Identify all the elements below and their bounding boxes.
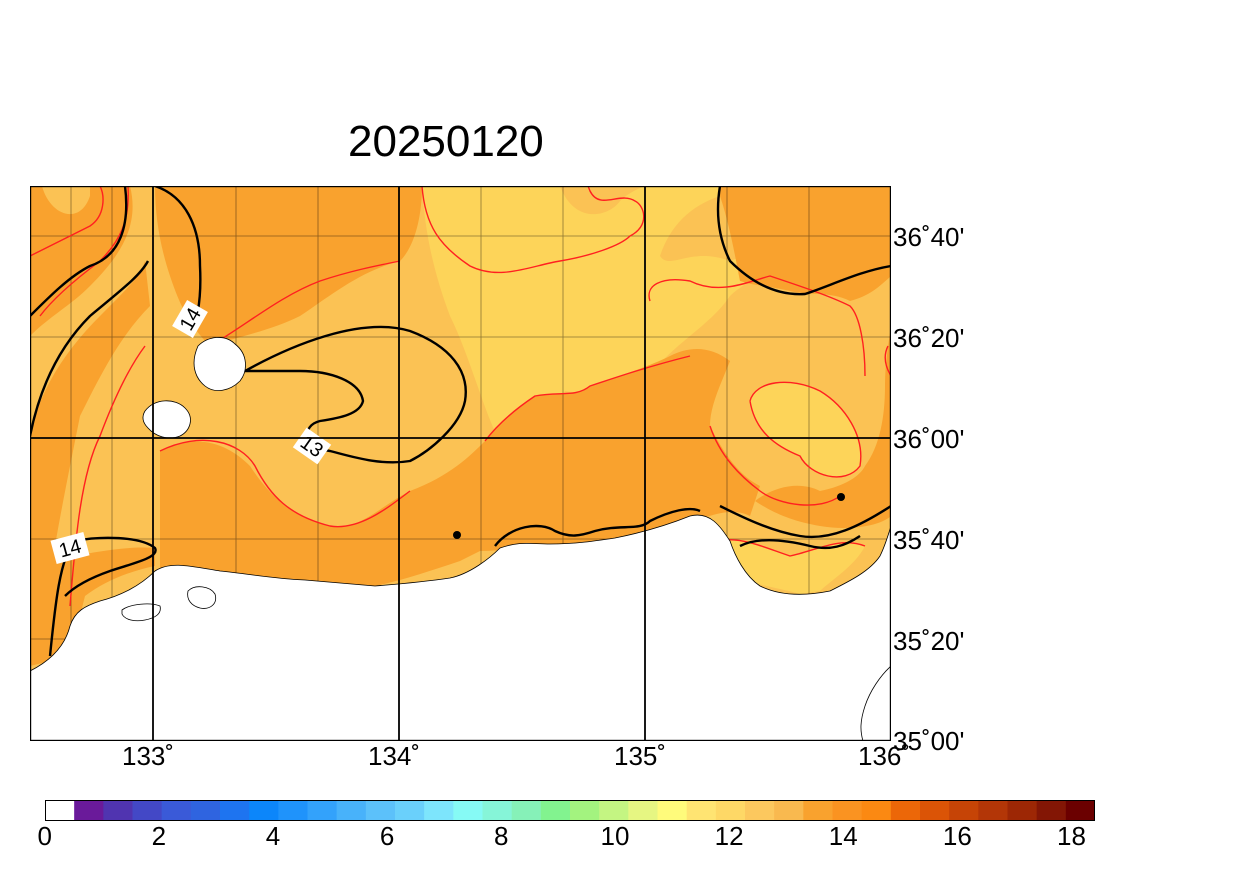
colorbar-cell xyxy=(599,800,629,821)
colorbar-cell xyxy=(1007,800,1038,821)
colorbar-cell xyxy=(74,800,104,821)
sea-band-14-15-east xyxy=(755,326,891,528)
colorbar-cell xyxy=(220,800,250,821)
sst-map: 14 13 14 xyxy=(30,186,891,741)
minor-contours xyxy=(30,186,891,607)
colorbar-cell xyxy=(978,800,1008,821)
colorbar-tick-label: 0 xyxy=(37,821,52,851)
colorbar-cell xyxy=(278,800,308,821)
colorbar-cell xyxy=(570,800,600,821)
sea-band-12-13-east xyxy=(750,382,861,477)
colorbar-cell xyxy=(832,800,863,821)
colorbar-cell xyxy=(424,800,454,821)
colorbar-cell xyxy=(803,800,833,821)
colorbar-cell xyxy=(890,800,921,821)
oki-island-dozen xyxy=(142,400,191,439)
colorbar-cell xyxy=(307,800,338,821)
lake-shinji xyxy=(121,603,161,622)
lon-label-133: 133˚ xyxy=(122,741,175,771)
colorbar-cell xyxy=(453,800,483,821)
oki-island-dogo xyxy=(193,337,246,391)
colorbar-tick-label: 12 xyxy=(714,821,744,851)
colorbar-cell xyxy=(949,800,979,821)
lat-label-36-20: 36˚20' xyxy=(893,323,965,353)
colorbar-cell xyxy=(336,800,367,821)
coast-east-inlet xyxy=(860,665,891,741)
colorbar-tick-label: 8 xyxy=(493,821,509,851)
lat-label-35-00: 35˚00' xyxy=(893,726,965,756)
colorbar-tick-label: 4 xyxy=(265,821,281,851)
major-contours xyxy=(30,186,891,657)
lon-label-136: 136˚ xyxy=(858,741,911,771)
lat-label-36-40: 36˚40' xyxy=(893,222,965,252)
sea-band-14-15-westcoast xyxy=(30,261,155,666)
map-canvas: 14 13 14 xyxy=(30,186,891,741)
colorbar-cell xyxy=(686,800,717,821)
lon-label-134: 134˚ xyxy=(368,741,421,771)
colorbar-cell xyxy=(774,800,804,821)
colorbar-cell xyxy=(103,800,133,821)
colorbar-tick-label: 16 xyxy=(942,821,972,851)
colorbar-tick-label: 2 xyxy=(151,821,167,851)
colorbar-cell xyxy=(395,800,425,821)
colorbar-cell xyxy=(190,800,221,821)
sea-band-14-15-central xyxy=(160,349,760,586)
sea-band-14-15-north xyxy=(155,186,422,346)
lat-label-35-40: 35˚40' xyxy=(893,525,965,555)
sea-band-14-15-northeast xyxy=(720,186,891,301)
grid-lines-major xyxy=(30,186,891,741)
colorbar-cell xyxy=(1065,800,1095,821)
station-dot-west xyxy=(453,531,461,539)
land-honshu-west xyxy=(30,514,891,741)
colorbar-cell xyxy=(365,800,396,821)
colorbar-cell xyxy=(1036,800,1067,821)
colorbar-cell xyxy=(132,800,163,821)
colorbar-tick-label: 14 xyxy=(828,821,858,851)
colorbar-cell xyxy=(861,800,892,821)
colorbar-cell xyxy=(249,800,279,821)
colorbar-cell xyxy=(45,800,75,821)
colorbar-cell xyxy=(745,800,775,821)
colorbar-cell xyxy=(161,800,192,821)
colorbar xyxy=(45,800,1095,821)
lat-label-36-00: 36˚00' xyxy=(893,424,965,454)
colorbar-tick-label: 6 xyxy=(379,821,395,851)
lat-label-35-20: 35˚20' xyxy=(893,626,965,656)
colorbar-cell xyxy=(540,800,571,821)
colorbar-cell xyxy=(511,800,542,821)
lake-nakaumi xyxy=(187,586,217,609)
colorbar-cell xyxy=(657,800,688,821)
lon-label-135: 135˚ xyxy=(614,741,667,771)
colorbar-cell xyxy=(715,800,746,821)
map-frame xyxy=(30,186,891,741)
colorbar-cell xyxy=(628,800,658,821)
colorbar-cell xyxy=(920,800,950,821)
colorbar-cell xyxy=(482,800,513,821)
station-dot-east xyxy=(837,493,845,501)
sea-band-12-13-north xyxy=(422,186,810,441)
colorbar-tick-label: 10 xyxy=(600,821,630,851)
map-title: 20250120 xyxy=(348,117,544,166)
colorbar-tick-label: 18 xyxy=(1057,821,1086,851)
